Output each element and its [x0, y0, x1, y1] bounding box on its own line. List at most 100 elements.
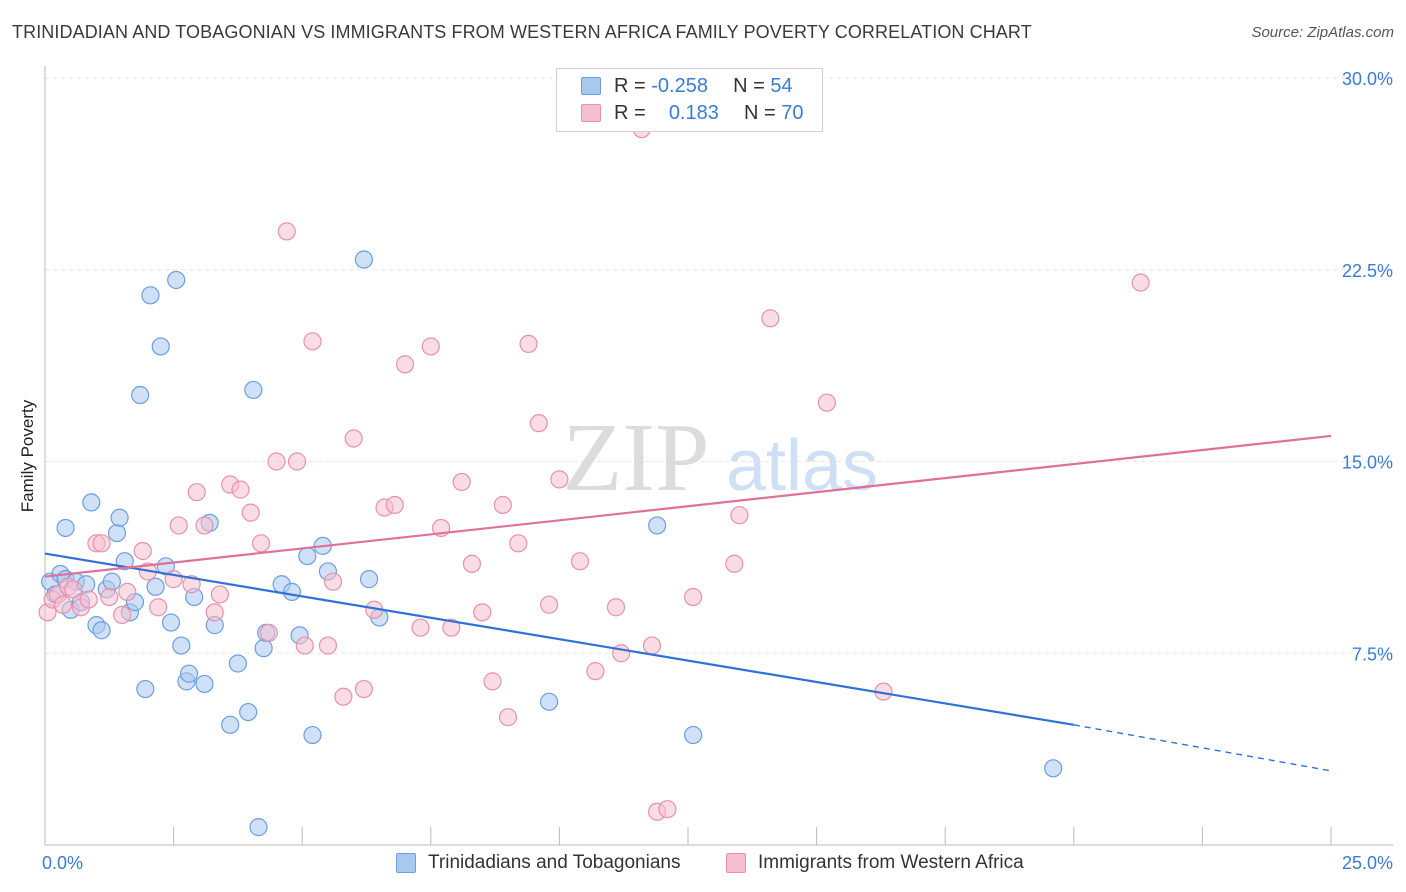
data-point-western-africa — [493, 495, 512, 515]
data-point-western-africa — [442, 618, 461, 637]
data-point-western-africa — [730, 506, 749, 525]
data-point-western-africa — [498, 708, 518, 727]
data-point-western-africa — [606, 598, 626, 617]
data-point-western-africa — [149, 598, 168, 617]
data-point-western-africa — [267, 452, 286, 471]
data-point-western-africa — [251, 534, 271, 553]
trend-line-western-africa — [44, 434, 1332, 578]
data-point-western-africa — [642, 636, 662, 655]
data-point-western-africa — [761, 309, 780, 328]
data-point-western-africa — [205, 603, 224, 622]
data-point-trinidadians — [648, 516, 667, 535]
data-point-trinidadians — [228, 654, 247, 673]
legend-r-value-western-africa: 0.183 — [668, 102, 719, 124]
data-point-western-africa — [473, 603, 492, 622]
data-point-trinidadians — [684, 725, 703, 745]
data-point-western-africa — [817, 393, 836, 412]
data-point-western-africa — [169, 516, 188, 535]
data-point-western-africa — [612, 644, 631, 663]
data-point-western-africa — [354, 679, 374, 699]
data-point-western-africa — [195, 516, 214, 535]
data-point-trinidadians — [56, 518, 75, 538]
watermark: ZIP atlas — [563, 404, 879, 512]
data-point-western-africa — [210, 585, 229, 604]
data-point-western-africa — [550, 470, 569, 489]
y-tick-label: 22.5% — [1342, 261, 1393, 281]
data-point-trinidadians — [151, 337, 170, 356]
series-trinidadians-points — [41, 250, 1063, 837]
data-point-trinidadians — [82, 493, 101, 512]
data-point-trinidadians — [244, 380, 263, 400]
data-point-trinidadians — [254, 639, 273, 658]
legend-swatch-pink — [581, 104, 601, 122]
watermark-atlas: atlas — [726, 426, 878, 506]
data-point-western-africa — [483, 672, 502, 691]
data-point-trinidadians — [195, 674, 214, 694]
data-point-western-africa — [187, 483, 206, 502]
data-point-western-africa — [92, 534, 111, 553]
data-point-western-africa — [658, 800, 677, 819]
bottom-legend-swatch-blue — [396, 853, 416, 873]
watermark-zip: ZIP — [563, 404, 710, 512]
data-point-trinidadians — [303, 725, 322, 745]
data-point-trinidadians — [131, 385, 150, 405]
data-point-western-africa — [259, 623, 278, 642]
data-point-western-africa — [53, 595, 73, 614]
y-tick-label: 30.0% — [1342, 69, 1393, 89]
data-point-western-africa — [133, 541, 152, 561]
x-tick-label-max: 25.0% — [1342, 853, 1393, 873]
data-point-trinidadians — [221, 715, 240, 734]
data-point-western-africa — [182, 575, 201, 594]
data-point-trinidadians — [141, 286, 160, 305]
trend-lines — [44, 434, 1332, 772]
bottom-legend-label-trinidadians: Trinidadians and Tobagonians — [428, 852, 681, 873]
source-credit: Source: ZipAtlas.com — [1251, 24, 1394, 41]
data-point-trinidadians — [110, 508, 129, 527]
data-point-western-africa — [344, 429, 363, 448]
tick-labels: 7.5% 15.0% 22.5% 30.0% 0.0% 25.0% — [42, 69, 1393, 873]
legend-r-value-trinidadians: -0.258 — [651, 75, 708, 97]
y-tick-label: 7.5% — [1352, 644, 1393, 664]
data-point-western-africa — [287, 452, 307, 471]
data-point-western-africa — [318, 636, 338, 655]
data-point-trinidadians — [540, 692, 559, 711]
data-point-western-africa — [241, 503, 260, 522]
y-tick-label: 15.0% — [1342, 453, 1393, 473]
data-point-trinidadians — [146, 577, 165, 596]
data-point-western-africa — [385, 495, 404, 515]
data-point-trinidadians — [172, 636, 191, 655]
data-point-western-africa — [79, 590, 98, 609]
data-point-western-africa — [118, 582, 137, 601]
data-point-western-africa — [100, 587, 119, 607]
data-point-trinidadians — [179, 664, 199, 683]
legend-text-western-africa: R = 0.183 N = 70 — [614, 102, 804, 125]
data-point-trinidadians — [1044, 759, 1063, 778]
data-point-western-africa — [540, 595, 559, 614]
data-point-western-africa — [231, 480, 250, 499]
data-point-trinidadians — [298, 546, 317, 566]
data-point-trinidadians — [282, 582, 302, 601]
correlation-legend: R = -0.258 N = 54 R = 0.183 N = 70 — [556, 68, 823, 132]
data-point-western-africa — [462, 554, 482, 573]
data-point-western-africa — [1131, 273, 1150, 292]
trend-line-trinidadians-extension — [1073, 724, 1332, 772]
data-point-trinidadians — [136, 679, 155, 699]
legend-n-label: N = — [733, 75, 765, 97]
data-point-trinidadians — [167, 270, 186, 290]
data-point-western-africa — [334, 687, 353, 706]
data-point-western-africa — [725, 554, 744, 573]
data-point-western-africa — [684, 587, 703, 607]
data-point-western-africa — [323, 572, 343, 591]
data-point-western-africa — [586, 662, 605, 681]
data-point-western-africa — [529, 414, 548, 433]
data-point-trinidadians — [249, 818, 268, 837]
data-point-western-africa — [295, 636, 314, 655]
bottom-legend-swatch-pink — [726, 853, 746, 873]
data-point-trinidadians — [354, 250, 374, 269]
data-point-western-africa — [452, 472, 471, 492]
chart-title: TRINIDADIAN AND TOBAGONIAN VS IMMIGRANTS… — [12, 22, 1032, 42]
bottom-legend-label-western-africa: Immigrants from Western Africa — [758, 852, 1024, 873]
legend-n-value-trinidadians: 54 — [770, 75, 793, 97]
legend-n-label: N = — [744, 102, 776, 124]
